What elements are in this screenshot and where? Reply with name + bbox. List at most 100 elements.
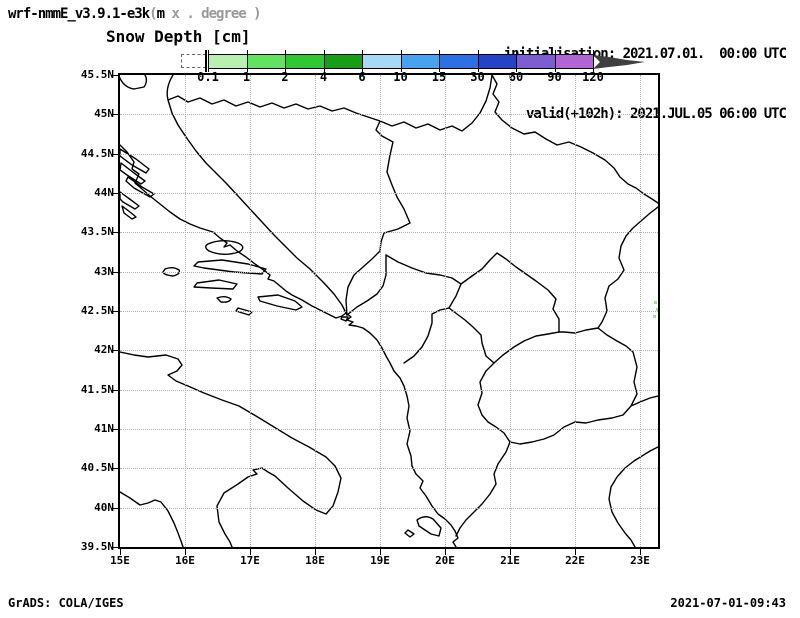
gridline-horizontal	[120, 232, 658, 234]
y-axis-label: 40N	[94, 500, 114, 514]
legend-bracket	[205, 50, 207, 72]
legend-cell	[323, 54, 362, 69]
gridline-horizontal	[120, 311, 658, 312]
bay-of-kotor	[340, 316, 349, 322]
border-serbia-romania-bulgaria	[491, 75, 658, 329]
gridline-horizontal	[120, 350, 658, 352]
y-axis-tick	[111, 507, 118, 509]
model-name: wrf-nmmE_v3.9.1-e3k(m x . degree )	[8, 6, 262, 22]
islands-north-dalmatia	[120, 148, 155, 220]
legend-cell	[208, 54, 247, 69]
islands-central-dalmatia	[162, 240, 303, 316]
y-axis-label: 43.5N	[80, 225, 114, 239]
balkans-map	[120, 75, 658, 547]
coast-italy	[120, 351, 342, 547]
y-axis-label: 39.5N	[80, 540, 114, 553]
legend-cell	[246, 54, 285, 69]
x-axis-label: 20E	[435, 554, 455, 567]
legend-boundary-label: 60	[508, 70, 524, 84]
y-axis-tick	[111, 75, 118, 76]
legend-boundary-label: 2	[281, 70, 289, 84]
gridline-horizontal	[120, 114, 658, 116]
legend-below-min-box	[181, 54, 206, 68]
legend-cell	[439, 54, 478, 69]
x-axis-tick	[120, 549, 121, 555]
legend-boundary-tick	[516, 50, 517, 72]
y-axis-tick	[111, 429, 118, 430]
border-albania-greece	[455, 441, 511, 537]
x-axis-tick	[380, 549, 381, 555]
border-macedonia	[477, 327, 658, 445]
gridline-horizontal	[120, 507, 658, 509]
legend-boundary-label: 0.1	[197, 70, 219, 84]
map-plot-area	[118, 73, 660, 549]
x-axis-label: 18E	[305, 554, 325, 567]
y-axis-tick	[111, 350, 118, 352]
y-axis-label: 41N	[94, 422, 114, 435]
y-axis-tick	[111, 193, 118, 194]
legend-boundary-tick	[285, 50, 286, 72]
x-axis-label: 17E	[240, 554, 260, 567]
y-axis-tick	[111, 114, 118, 116]
creation-timestamp: 2021-07-01-09:43	[670, 596, 786, 610]
legend-boundary-tick	[323, 50, 325, 72]
y-axis-label: 42N	[94, 343, 114, 357]
y-axis-label: 43N	[94, 264, 114, 278]
legend-boundary-label: 6	[358, 70, 366, 84]
y-axis-label: 42.5N	[80, 304, 114, 317]
legend-cell	[516, 54, 555, 69]
legend-boundary-label: 1	[242, 70, 251, 84]
y-axis-tick	[111, 232, 118, 234]
legend-cell	[554, 54, 593, 69]
x-axis-label: 22E	[565, 554, 585, 567]
x-axis-label: 21E	[500, 554, 520, 567]
y-axis-tick	[111, 547, 118, 548]
y-axis-tick	[111, 311, 118, 312]
model-paren: (	[149, 6, 158, 22]
x-axis-tick	[510, 549, 511, 555]
legend-boundary-tick	[477, 50, 479, 72]
x-axis-tick	[315, 549, 316, 555]
legend-boundary-label: 90	[547, 70, 562, 84]
model-name-black: wrf-nmmE_v3.9.1-e3k	[8, 6, 150, 22]
legend-cell	[477, 54, 516, 69]
adriatic-east-coast	[120, 144, 459, 547]
corfu-island	[404, 516, 442, 538]
y-axis-label: 40.5N	[80, 461, 114, 475]
x-axis-tick	[640, 549, 641, 555]
x-axis-label: 16E	[175, 554, 195, 567]
legend-boundary-tick	[554, 50, 556, 72]
y-axis-tick	[111, 468, 118, 470]
x-axis-tick	[575, 549, 576, 555]
legend-cell	[285, 54, 324, 69]
x-axis-tick	[185, 549, 186, 555]
gridline-horizontal	[120, 153, 658, 155]
gridline-horizontal	[120, 429, 658, 430]
legend-boundary-label: 4	[319, 70, 328, 84]
grads-credit: GrADS: COLA/IGES	[8, 596, 124, 610]
legend-overflow-arrow	[593, 55, 645, 69]
legend-boundary-label: 120	[582, 70, 604, 84]
valid-line: valid(+102h): 2021.JUL.05 06:00 UTC	[525, 106, 787, 122]
legend-boundary-tick	[400, 50, 402, 72]
border-bosnia-croatia-serbia	[166, 75, 493, 316]
legend-boundary-label: 30	[470, 70, 485, 84]
gridline-horizontal	[120, 193, 658, 194]
y-axis-label: 41.5N	[80, 382, 114, 396]
x-axis-label: 15E	[110, 554, 130, 567]
y-axis-label: 45N	[94, 107, 114, 121]
y-axis-tick	[111, 153, 118, 155]
legend-boundary-tick	[246, 50, 248, 72]
legend-boundary-label: 15	[431, 70, 447, 84]
border-kosovo	[448, 252, 560, 364]
x-axis-label: 19E	[370, 554, 390, 567]
gridline-horizontal	[120, 271, 658, 273]
gridline-horizontal	[120, 468, 658, 470]
legend-boundary-tick	[593, 50, 594, 72]
model-suffix: m	[156, 6, 166, 22]
legend-cell	[362, 54, 401, 69]
coast-kvarner-hook	[120, 75, 148, 90]
y-axis-label: 44.5N	[80, 146, 114, 160]
plot-title: Snow Depth [cm]	[106, 27, 251, 46]
